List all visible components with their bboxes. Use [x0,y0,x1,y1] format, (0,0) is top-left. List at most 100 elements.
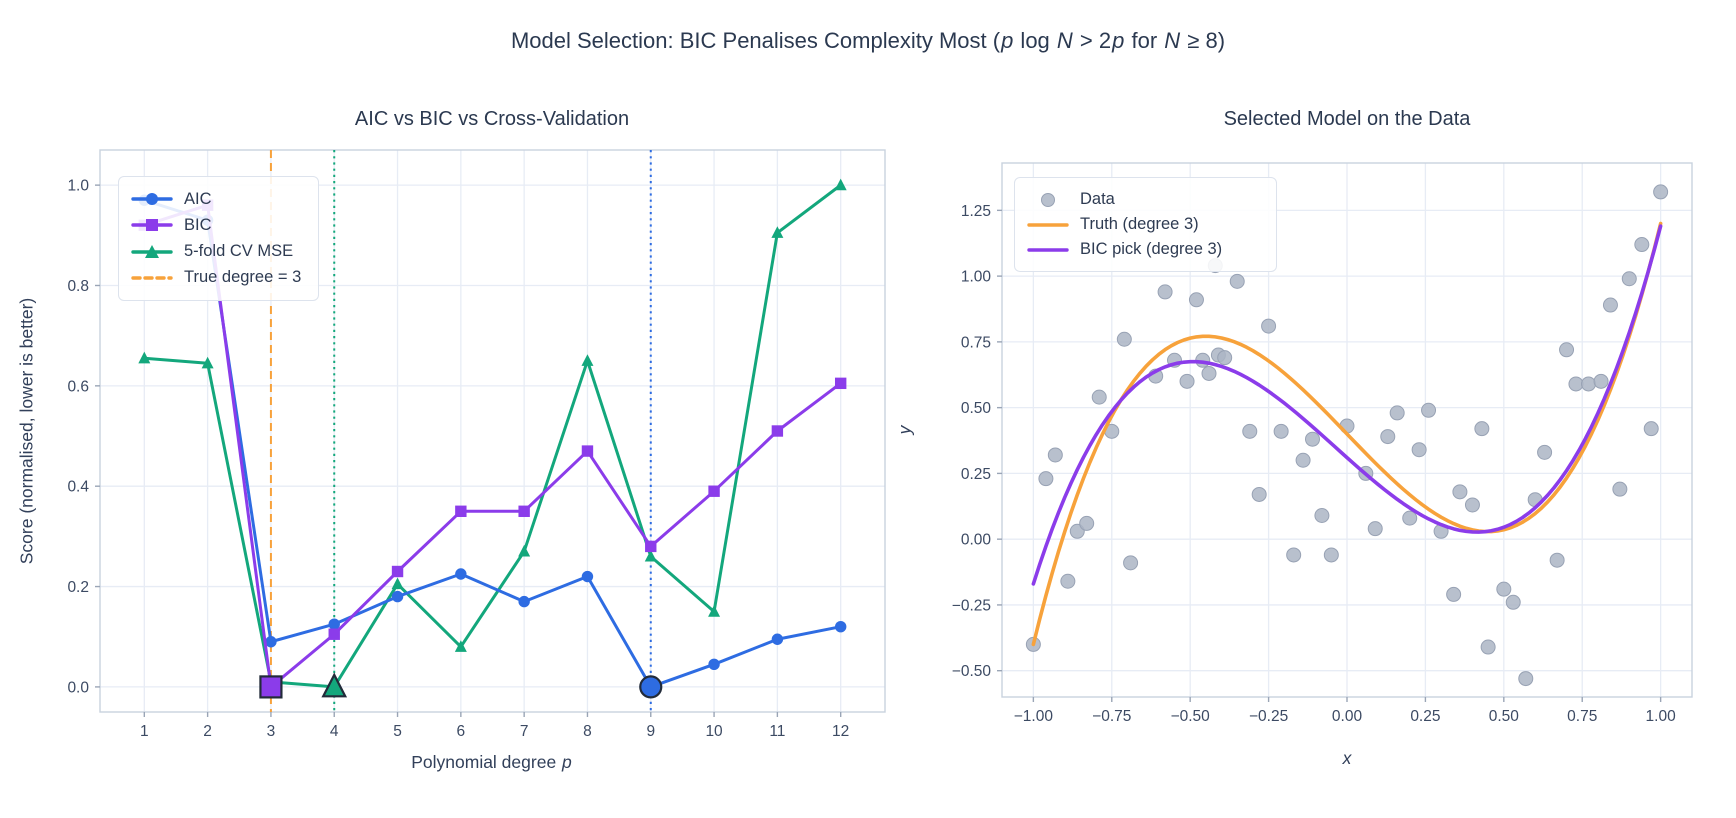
5-fold-cv-mse-line [142,183,843,689]
fit-xtick-label: 0.00 [1332,708,1363,725]
fit-ytick-label: −0.25 [952,597,991,614]
legend-item-label: Data [1080,190,1115,208]
data-point [1505,594,1521,610]
fit-ytick-label: −0.50 [952,663,992,680]
right-plot-title: Selected Model on the Data [1223,108,1471,130]
scores-xtick-label: 7 [520,723,529,740]
aic-marker [708,658,720,671]
bic-marker [581,445,594,457]
bic-marker [645,540,657,553]
data-point [1188,292,1204,308]
truth-degree-3--curve [1031,221,1663,647]
bic-pick-degree-3--curve [1031,224,1663,586]
scores-xtick-label: 1 [140,723,149,740]
data-point [1634,237,1650,253]
data-point [1123,555,1139,571]
scores-ytick-label: 0.0 [67,679,89,696]
fit-ytick-label: 0.00 [961,532,992,549]
scores-xtick-label: 10 [705,723,723,740]
data-point [1612,481,1628,497]
fit-ytick-label: 1.00 [961,269,992,286]
5-fold-cv-mse-marker [581,354,594,366]
line-swatch-icon [131,219,173,232]
data-point [1643,421,1659,437]
data-point [1474,421,1490,437]
data-point [1518,671,1534,687]
scores-xtick-label: 6 [457,723,466,740]
data-point [1286,547,1302,563]
data-point [1079,515,1095,531]
data-point-swatch-icon [1041,192,1055,207]
scores-ytick-label: 0.4 [67,479,89,496]
data-point [1380,429,1396,445]
data-point [1060,573,1076,589]
data-point [1367,521,1383,537]
bic-line [142,203,843,689]
data-point [1314,507,1330,523]
bic-marker [771,425,784,437]
scores-xtick-label: 3 [267,723,276,740]
data-point [1421,402,1437,418]
right-xaxis-label: x [1342,748,1352,768]
text-segment: ≥ 8) [1181,28,1226,53]
right-plot-legend: Data Truth (degree 3) BIC pick (degree 3) [1014,177,1277,272]
legend-item-label: 5-fold CV MSE [184,242,294,261]
aic-marker [581,570,594,583]
aic-marker [391,590,404,603]
aic-marker [265,636,277,648]
5-fold-cv-mse-marker [644,549,657,562]
data-point [1251,486,1267,502]
5-fold-cv-mse-marker [708,605,721,617]
fit-xtick-label: 0.75 [1567,708,1597,725]
scores-ytick-label: 0.2 [67,579,89,596]
fit-ytick-label: 0.25 [961,466,991,483]
data-point [1157,284,1173,300]
line-swatch-icon [1027,222,1069,227]
data-point [1217,350,1233,366]
data-point [1411,442,1427,458]
data-point [1549,552,1565,568]
data-point [1496,581,1512,597]
data-point [1653,184,1669,200]
text-segment: > 2 [1073,28,1112,53]
aic-marker [771,633,784,645]
scores-xtick-label: 5 [393,723,402,740]
scores-xtick-label: 2 [203,723,212,740]
text-segment: log [1014,28,1056,53]
fit-xtick-label: 1.00 [1646,708,1677,725]
5-fold-cv-mse-marker [771,226,784,238]
scores-xtick-label: 11 [769,723,785,740]
data-point [1593,373,1609,389]
fit-xtick-label: 0.50 [1489,708,1520,725]
aic-marker [834,620,847,633]
scores-xtick-label: 12 [832,723,849,740]
5-fold-cv-mse-best-marker [321,672,348,698]
bic-marker [391,565,404,578]
data-point [1323,547,1339,563]
data-point [1581,376,1596,392]
data-point [1242,423,1258,439]
bic-best-marker [259,675,283,699]
data-point [1559,342,1575,358]
data-point [1273,423,1289,439]
fit-ytick-label: 0.75 [961,334,991,351]
left-plot-legend: AIC BIC 5-fold CV MSE True degree = 3 [118,176,319,301]
legend-item-5-fold-cv-mse: 5-fold CV MSE [131,242,302,261]
scores-xtick-label: 8 [583,723,592,740]
figure-suptitle: Model Selection: BIC Penalises Complexit… [511,28,1225,54]
bic-marker [834,377,847,390]
scores-axes-frame [99,149,886,713]
5-fold-cv-mse-marker [138,351,151,364]
data-point [1452,484,1468,500]
aic-marker [518,595,530,608]
line-swatch-icon [131,244,173,258]
scores-xtick-label: 4 [330,723,339,740]
fit-xtick-label: −0.25 [1249,708,1288,725]
data-point [1602,297,1618,313]
data-point [1116,331,1132,347]
legend-item-true-degree-3: True degree = 3 [131,268,302,287]
fit-xtick-label: 0.25 [1410,708,1440,725]
math-italic-segment: p [1001,28,1014,53]
